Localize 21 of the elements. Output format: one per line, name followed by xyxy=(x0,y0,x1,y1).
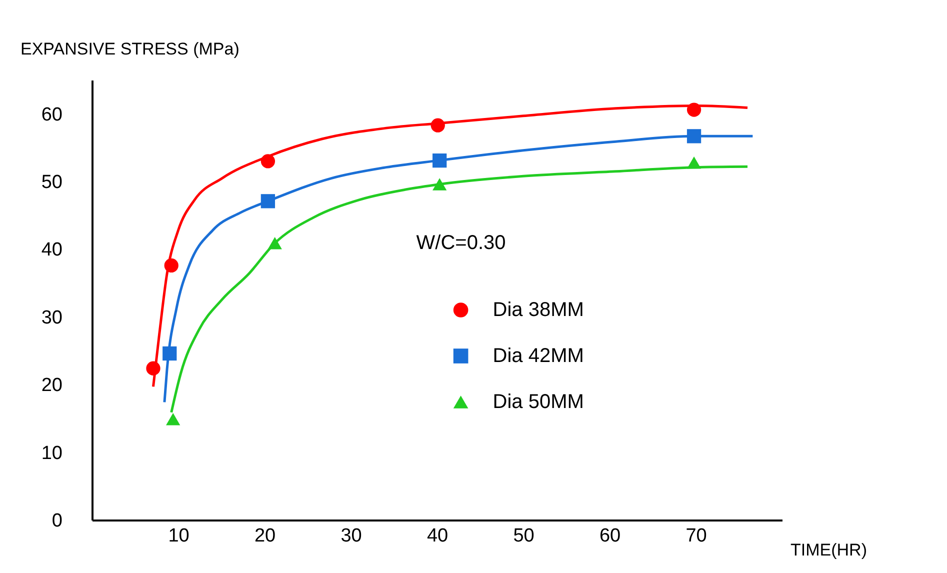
point xyxy=(166,413,180,426)
y-tick-label: 0 xyxy=(52,510,62,532)
x-axis-title: TIME(HR) xyxy=(790,540,867,560)
x-tick-label: 30 xyxy=(340,526,362,546)
legend-label: Dia 50MM xyxy=(492,391,584,413)
legend-label: Dia 38MM xyxy=(492,299,584,321)
y-axis-title: EXPANSIVE STRESS (MPa) xyxy=(20,40,240,58)
x-tick-label: 10 xyxy=(168,526,190,546)
x-tick-label: 20 xyxy=(254,526,276,546)
y-tick-label: 10 xyxy=(41,442,62,464)
x-tick-label: 70 xyxy=(686,526,707,546)
legend-label: Dia 42MM xyxy=(492,345,584,367)
x-tick-label: 50 xyxy=(513,526,534,546)
y-tick-label: 40 xyxy=(41,240,62,261)
y-tick-label: 60 xyxy=(41,104,62,126)
x-tick-label: 60 xyxy=(599,526,621,546)
x-tick-label: 40 xyxy=(426,526,448,546)
y-tick-label: 20 xyxy=(41,375,62,396)
y-tick-label: 50 xyxy=(41,172,62,194)
y-tick-label: 30 xyxy=(41,307,62,328)
annotation: W/C=0.30 xyxy=(416,232,506,254)
